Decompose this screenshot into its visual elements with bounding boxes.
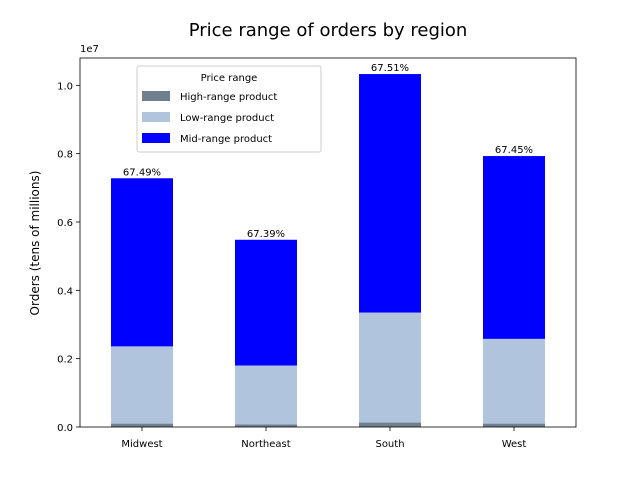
- data-label: 67.49%: [123, 167, 161, 178]
- x-tick-label: South: [375, 439, 404, 450]
- y-tick-label: 0.4: [57, 286, 73, 297]
- y-axis-label: Orders (tens of millions): [28, 171, 42, 316]
- y-axis-offset-label: 1e7: [80, 44, 99, 55]
- legend-title: Price range: [201, 73, 258, 84]
- bar-midwest-series-0: [111, 423, 173, 427]
- legend-entry-label: Low-range product: [180, 113, 274, 124]
- data-label: 67.39%: [247, 229, 285, 240]
- x-tick-label: Midwest: [121, 439, 162, 450]
- legend-swatch: [142, 91, 170, 101]
- bar-west-series-0: [483, 423, 545, 427]
- bar-midwest-series-1: [111, 346, 173, 424]
- y-tick-label: 0.6: [57, 218, 73, 229]
- y-tick-label: 1.0: [57, 81, 73, 92]
- legend-entry-label: High-range product: [180, 92, 277, 103]
- legend-box: [136, 65, 322, 153]
- plot-area: 67.49% Midwest 67.39% Northeast 67.51% South 6…: [57, 57, 577, 450]
- x-tick-label: Northeast: [241, 439, 290, 450]
- bar-midwest-series-2: [111, 178, 173, 347]
- y-tick-label: 0.0: [57, 423, 73, 434]
- y-tick-label: 0.2: [57, 355, 73, 366]
- legend-swatch: [142, 133, 170, 143]
- legend: Price range High-range product Low-range p…: [136, 65, 322, 153]
- bar-south-series-1: [359, 312, 421, 423]
- bar-south-series-0: [359, 422, 421, 427]
- bar-west-series-1: [483, 338, 545, 424]
- data-label: 67.51%: [371, 63, 409, 74]
- plot-frame: [79, 57, 577, 428]
- bar-northeast-series-0: [235, 424, 297, 427]
- bar-west-series-2: [483, 156, 545, 339]
- y-tick-label: 0.8: [57, 150, 73, 161]
- x-tick-label: West: [502, 439, 527, 450]
- data-label: 67.45%: [495, 145, 533, 156]
- bar-south-series-2: [359, 74, 421, 313]
- legend-entry-label: Mid-range product: [180, 134, 272, 145]
- legend-swatch: [142, 112, 170, 122]
- bar-northeast-series-1: [235, 365, 297, 425]
- bar-northeast-series-2: [235, 239, 297, 366]
- chart-title: Price range of orders by region: [189, 20, 468, 41]
